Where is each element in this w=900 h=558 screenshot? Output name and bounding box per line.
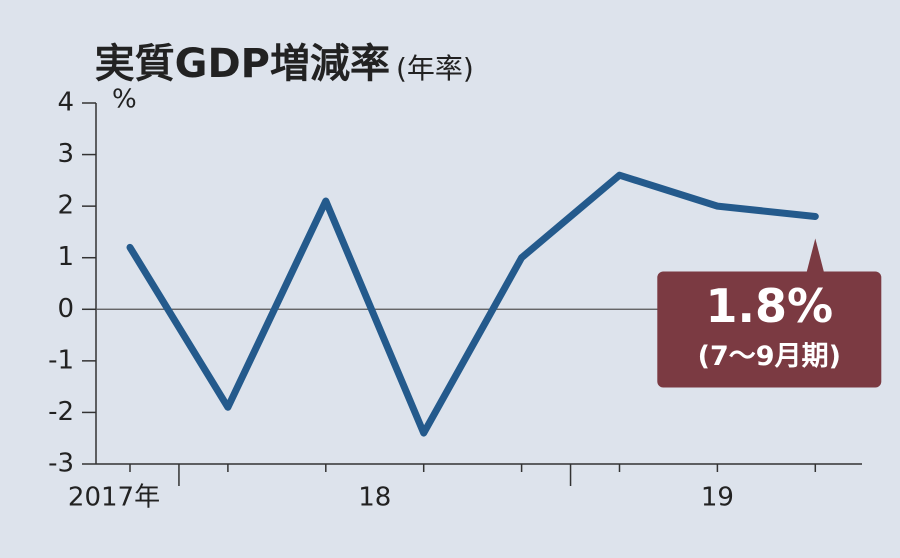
y-tick-label: 1 bbox=[57, 242, 74, 272]
chart-subtitle: (年率) bbox=[396, 52, 474, 85]
y-tick-label: 4 bbox=[57, 88, 74, 118]
annotation-box: 1.8% (7〜9月期) bbox=[657, 238, 882, 388]
x-group-label: 2017年 bbox=[68, 483, 160, 513]
y-tick-label: -1 bbox=[48, 345, 74, 375]
y-tick-label: 2 bbox=[57, 191, 74, 221]
y-tick-label: -3 bbox=[48, 449, 74, 479]
annotation-background bbox=[657, 271, 882, 388]
y-tick-label: -2 bbox=[48, 397, 74, 427]
annotation-text: (7〜9月期) bbox=[698, 341, 841, 372]
y-unit: % bbox=[112, 85, 137, 115]
value-label: 1.8% bbox=[706, 279, 834, 333]
y-tick-label: 3 bbox=[57, 139, 74, 169]
annotation-pointer bbox=[806, 238, 825, 274]
x-group-label: 18 bbox=[358, 483, 391, 513]
series-line bbox=[126, 171, 819, 437]
x-group-label: 19 bbox=[701, 483, 734, 513]
y-tick-label: 0 bbox=[57, 294, 74, 324]
chart-title: 実質GDP増減率 bbox=[95, 41, 390, 87]
